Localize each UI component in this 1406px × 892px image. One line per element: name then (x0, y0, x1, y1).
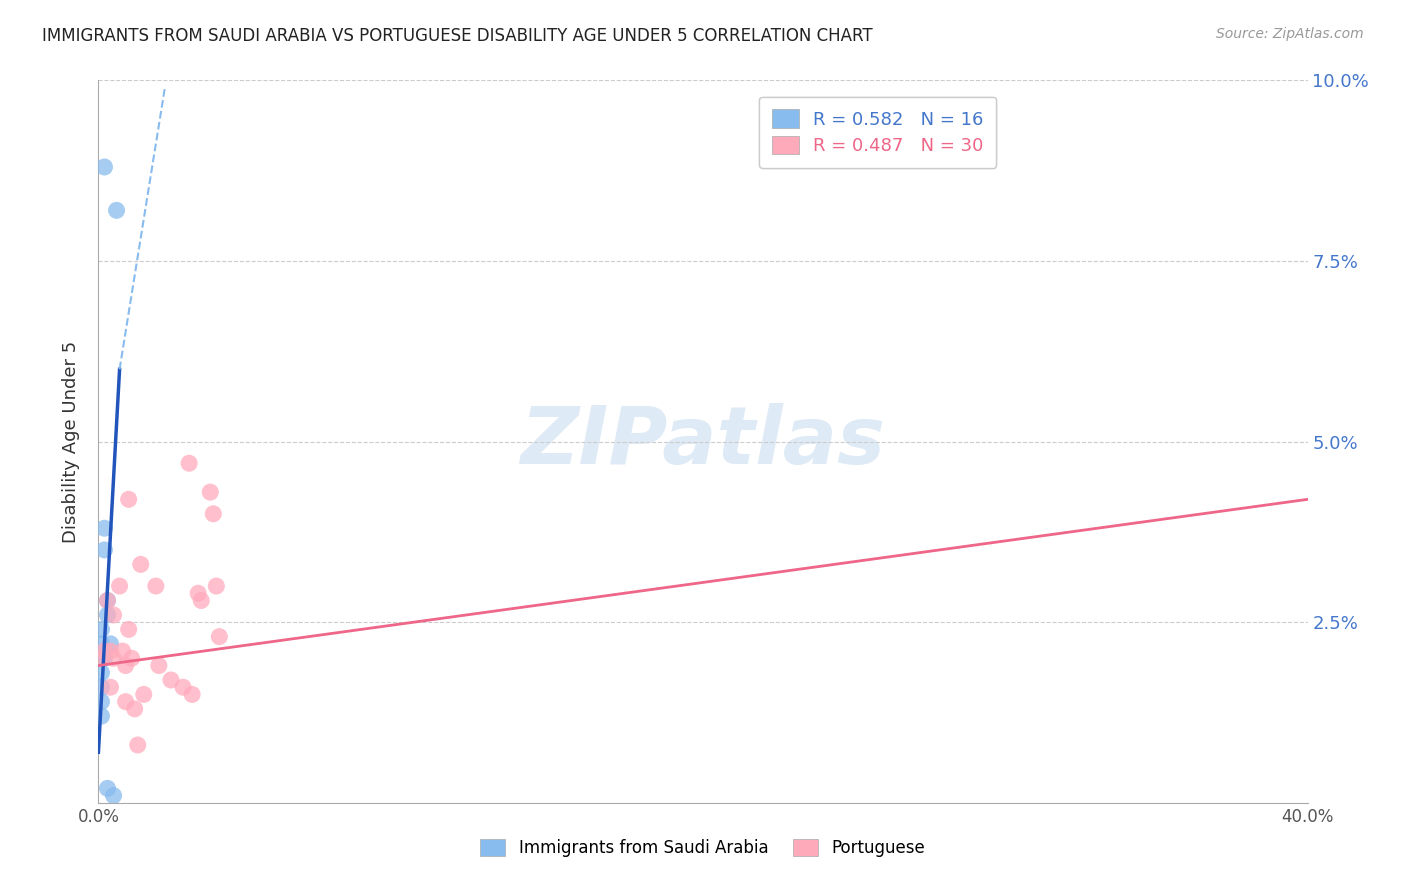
Point (208, 630, 231, 644)
Point (114, 695, 136, 709)
Legend: Immigrants from Saudi Arabia, Portuguese: Immigrants from Saudi Arabia, Portuguese (472, 831, 934, 866)
Point (93, 644, 115, 658)
Text: IMMIGRANTS FROM SAUDI ARABIA VS PORTUGUESE DISABILITY AGE UNDER 5 CORRELATION CH: IMMIGRANTS FROM SAUDI ARABIA VS PORTUGUE… (42, 27, 873, 45)
Point (129, 558, 152, 572)
Point (90, 623, 112, 637)
Point (172, 680, 194, 694)
Point (90, 665, 112, 680)
Point (93, 521, 115, 535)
Point (103, 789, 125, 803)
Point (105, 203, 128, 218)
Point (148, 658, 170, 673)
Legend: R = 0.582   N = 16, R = 0.487   N = 30: R = 0.582 N = 16, R = 0.487 N = 30 (759, 96, 997, 168)
Point (100, 644, 122, 658)
Point (187, 586, 209, 600)
Point (118, 492, 141, 507)
Point (90, 680, 112, 694)
Point (103, 607, 125, 622)
Point (93, 651, 115, 665)
Point (93, 542, 115, 557)
Point (93, 160, 115, 174)
Point (90, 695, 112, 709)
Point (127, 738, 149, 752)
Point (111, 644, 134, 658)
Point (190, 593, 212, 607)
Point (96, 593, 118, 607)
Point (202, 507, 225, 521)
Point (124, 702, 146, 716)
Point (96, 781, 118, 796)
Point (96, 607, 118, 622)
Point (132, 687, 155, 701)
Point (179, 456, 201, 470)
Point (100, 680, 122, 694)
Point (103, 651, 125, 665)
Y-axis label: Disability Age Under 5: Disability Age Under 5 (62, 341, 80, 542)
Text: ZIPatlas: ZIPatlas (520, 402, 886, 481)
Point (118, 623, 141, 637)
Point (90, 651, 112, 665)
Text: Source: ZipAtlas.com: Source: ZipAtlas.com (1216, 27, 1364, 41)
Point (114, 658, 136, 673)
Point (108, 579, 131, 593)
Point (160, 673, 183, 687)
Point (145, 579, 167, 593)
Point (205, 579, 228, 593)
Point (200, 485, 222, 500)
Point (96, 593, 118, 607)
Point (90, 709, 112, 723)
Point (121, 651, 143, 665)
Point (181, 687, 204, 701)
Point (100, 637, 122, 651)
Point (90, 637, 112, 651)
